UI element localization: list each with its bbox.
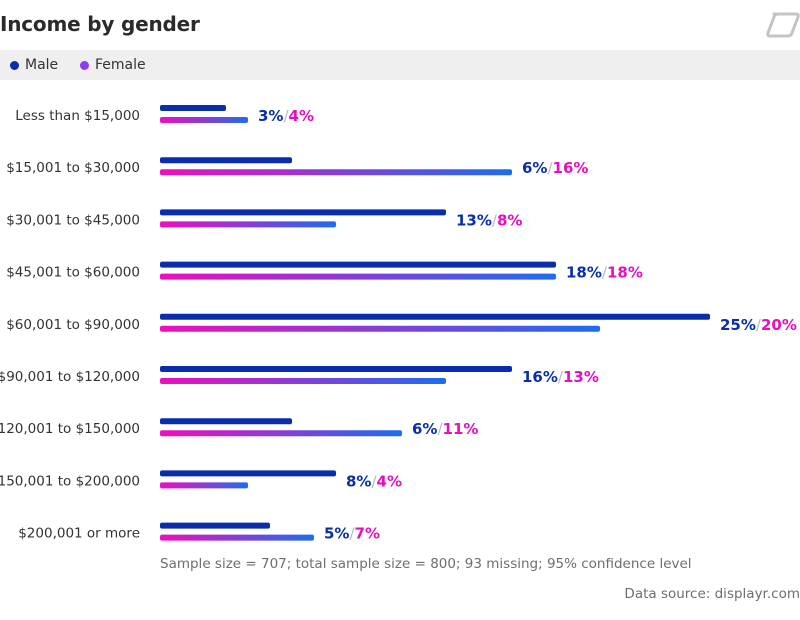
data-label-male: 18% <box>566 264 602 282</box>
bar-male <box>160 522 270 529</box>
data-label-male: 3% <box>258 107 283 125</box>
data-label-female: 8% <box>497 211 522 229</box>
legend-dot-male <box>10 61 19 70</box>
bar-female <box>160 325 600 332</box>
bar-male <box>160 470 336 477</box>
data-label-male: 6% <box>522 159 547 177</box>
category-label: $30,001 to $45,000 <box>6 212 140 228</box>
data-label-separator: / <box>371 472 377 490</box>
data-label-separator: / <box>437 420 443 438</box>
data-label-separator: / <box>349 525 355 543</box>
data-label: 8%/4% <box>346 472 402 490</box>
bar-male <box>160 418 292 425</box>
data-label-male: 5% <box>324 525 349 543</box>
bar-male <box>160 209 446 216</box>
bar-female <box>160 430 402 437</box>
legend-dot-female <box>80 61 89 70</box>
data-label-female: 11% <box>443 420 479 438</box>
bar-female <box>160 378 446 384</box>
data-label-female: 16% <box>553 159 589 177</box>
data-label: 25%/20% <box>720 316 797 334</box>
data-label-separator: / <box>558 368 564 386</box>
data-label: 6%/16% <box>522 159 588 177</box>
data-label-separator: / <box>283 107 289 125</box>
data-label: 18%/18% <box>566 264 643 282</box>
category-label: $90,001 to $120,000 <box>0 369 140 385</box>
data-label: 3%/4% <box>258 107 314 125</box>
displayr-logo-icon <box>766 12 800 38</box>
data-label-separator: / <box>602 264 608 282</box>
bar-male <box>160 366 512 372</box>
data-label-female: 4% <box>289 107 314 125</box>
bar-male <box>160 261 556 268</box>
data-label-female: 13% <box>563 368 599 386</box>
data-label-male: 6% <box>412 420 437 438</box>
data-label: 16%/13% <box>522 368 599 386</box>
chart-title: Income by gender <box>0 12 200 36</box>
category-label: $120,001 to $150,000 <box>0 421 140 437</box>
bar-male <box>160 157 292 164</box>
data-label: 6%/11% <box>412 420 478 438</box>
data-label-female: 18% <box>607 264 643 282</box>
data-label-male: 8% <box>346 472 371 490</box>
category-label: $150,001 to $200,000 <box>0 473 140 489</box>
data-label-male: 13% <box>456 211 492 229</box>
legend-label-male: Male <box>25 57 59 73</box>
category-label: $45,001 to $60,000 <box>6 265 140 281</box>
data-label: 13%/8% <box>456 211 522 229</box>
data-label: 5%/7% <box>324 525 380 543</box>
bar-female <box>160 169 512 176</box>
data-label-male: 25% <box>720 316 756 334</box>
data-label-female: 20% <box>761 316 797 334</box>
legend-label-female: Female <box>95 57 146 73</box>
category-label: $60,001 to $90,000 <box>6 317 140 333</box>
data-label-separator: / <box>492 211 498 229</box>
bar-female <box>160 534 314 541</box>
bar-male <box>160 313 710 320</box>
data-label-separator: / <box>547 159 553 177</box>
category-label: $200,001 or more <box>18 526 140 542</box>
bar-female <box>160 117 248 123</box>
data-source: Data source: displayr.com <box>624 586 800 602</box>
bar-female <box>160 221 336 228</box>
bar-chart: Less than $15,000 3%/4%$15,001 to $30,000… <box>0 105 797 543</box>
data-label-male: 16% <box>522 368 558 386</box>
bar-female <box>160 273 556 280</box>
category-label: $15,001 to $30,000 <box>6 160 140 176</box>
bar-female <box>160 482 248 489</box>
category-label: Less than $15,000 <box>15 108 140 124</box>
data-label-female: 4% <box>377 472 402 490</box>
bar-male <box>160 105 226 111</box>
data-label-female: 7% <box>355 525 380 543</box>
data-label-separator: / <box>756 316 762 334</box>
legend: Male Female <box>0 50 800 80</box>
footnote: Sample size = 707; total sample size = 8… <box>160 556 692 572</box>
